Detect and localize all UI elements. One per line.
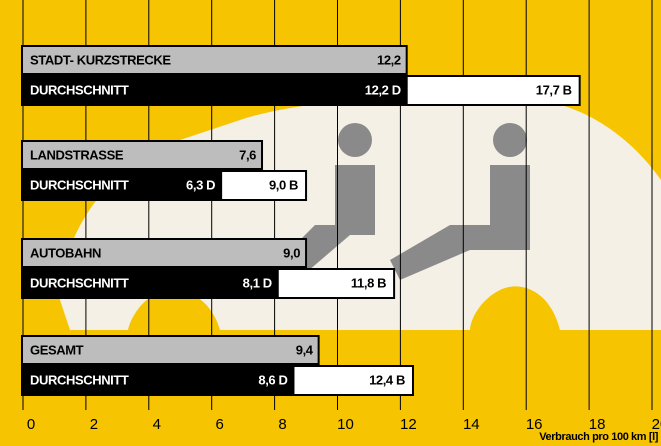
page: STADT- KURZSTRECKE 12,2 17,7 B DURCHSCHNITT…: [0, 0, 661, 446]
x-tick-label: 20: [652, 416, 661, 433]
driver-head: [493, 123, 527, 157]
x-tick-label: 16: [526, 416, 543, 433]
chart: STADT- KURZSTRECKE 12,2 17,7 B DURCHSCHNITT…: [0, 0, 661, 446]
value-label: 11,8 B: [351, 275, 386, 290]
value-label: 8,6 D: [258, 372, 287, 387]
series-label: DURCHSCHNITT: [30, 372, 129, 387]
x-tick-label: 2: [90, 416, 98, 433]
x-tick-label: 14: [463, 416, 480, 433]
series-label: DURCHSCHNITT: [30, 177, 129, 192]
value-label: 12,4 B: [369, 372, 405, 387]
value-label: 12,2: [377, 52, 401, 67]
value-label: 17,7 B: [536, 82, 572, 97]
value-label: 6,3 D: [186, 177, 215, 192]
x-tick-label: 0: [27, 416, 35, 433]
passenger-head: [338, 123, 372, 157]
series-label: DURCHSCHNITT: [30, 82, 129, 97]
value-label: 9,0: [283, 245, 300, 260]
x-tick-label: 10: [337, 416, 354, 433]
x-tick-label: 4: [153, 416, 161, 433]
value-label: 7,6: [239, 147, 256, 162]
value-label: 9,4: [296, 342, 314, 357]
category-label: AUTOBAHN: [30, 245, 101, 260]
x-tick-label: 18: [589, 416, 606, 433]
value-label: 12,2 D: [365, 82, 401, 97]
x-tick-label: 12: [400, 416, 417, 433]
category-label: LANDSTRASSE: [30, 147, 124, 162]
value-label: 8,1 D: [243, 275, 272, 290]
value-label: 9,0 B: [269, 177, 298, 192]
category-label: STADT- KURZSTRECKE: [30, 52, 171, 67]
category-label: GESAMT: [30, 342, 84, 357]
x-tick-label: 8: [278, 416, 286, 433]
x-tick-label: 6: [216, 416, 224, 433]
series-label: DURCHSCHNITT: [30, 275, 129, 290]
